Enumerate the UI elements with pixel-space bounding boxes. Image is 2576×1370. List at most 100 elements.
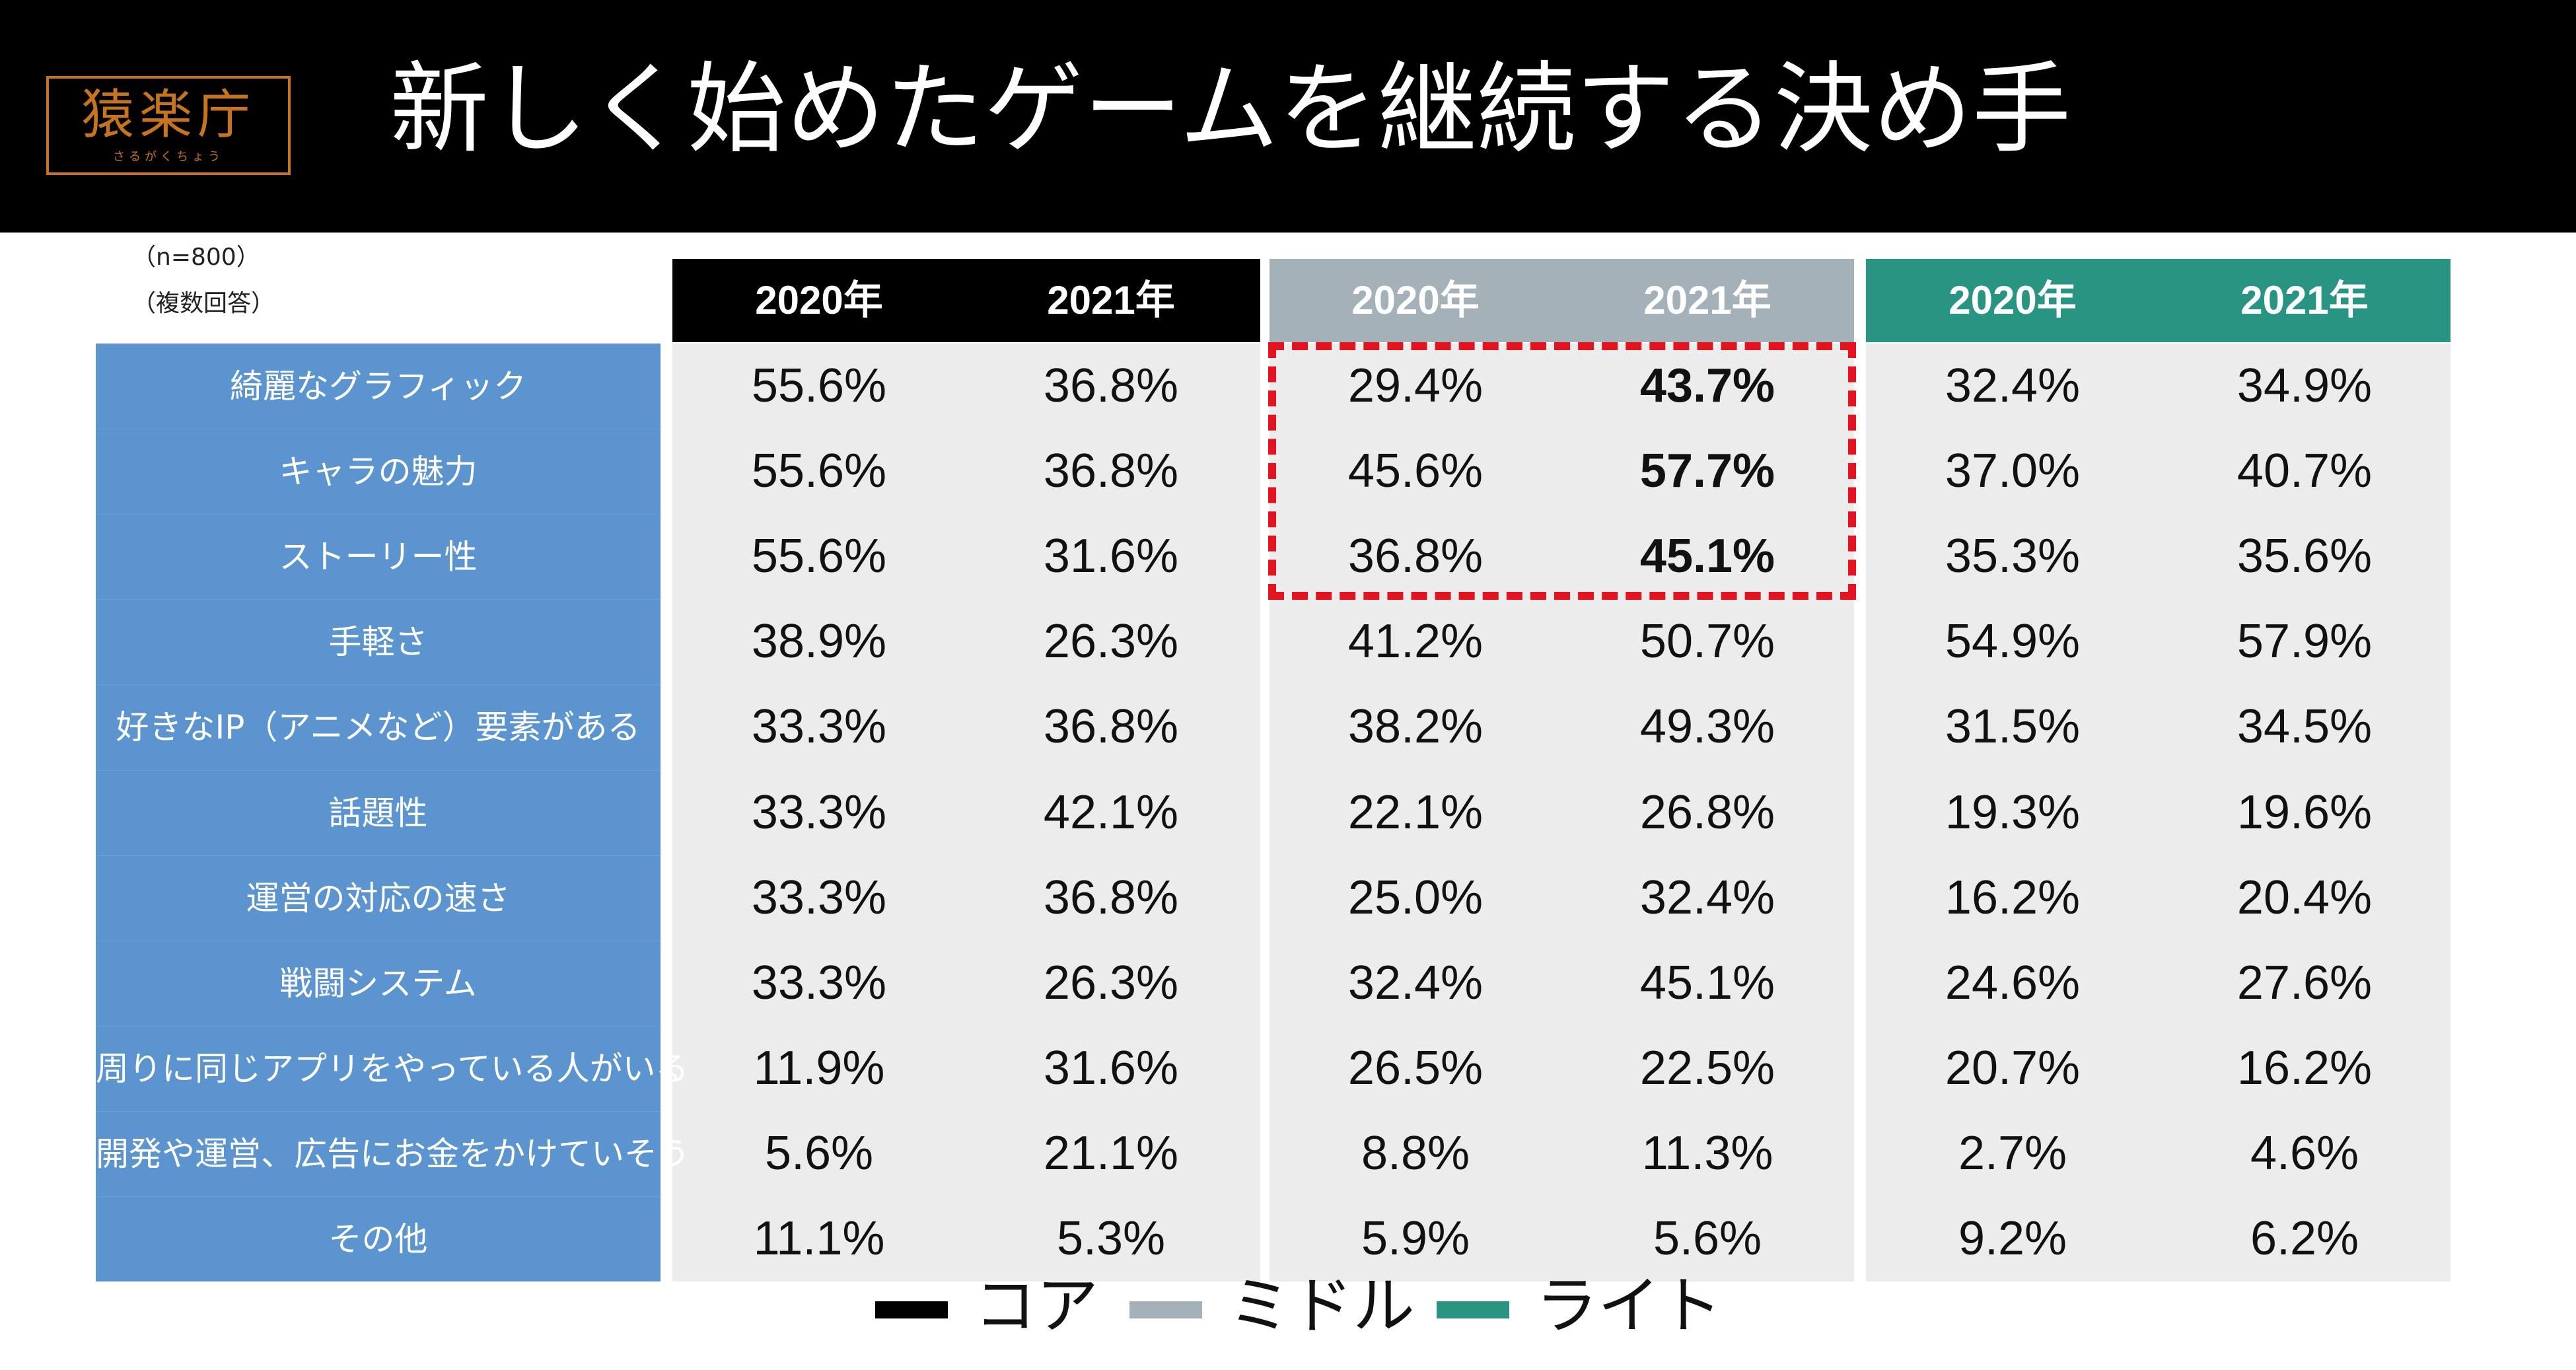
data-cell: 55.6% <box>751 445 887 497</box>
data-cell: 22.5% <box>1639 1042 1775 1095</box>
legend-swatch <box>1437 1301 1509 1318</box>
legend-swatch <box>875 1301 948 1318</box>
data-cell: 11.9% <box>753 1042 885 1095</box>
row-label: 好きなIP（アニメなど）要素がある <box>96 684 661 770</box>
data-cell: 36.8% <box>1347 530 1484 583</box>
sample-size-note: （n=800） <box>132 244 260 271</box>
data-cell: 34.9% <box>2236 359 2373 412</box>
data-cell: 26.8% <box>1639 786 1775 839</box>
data-cell: 36.8% <box>1043 871 1179 924</box>
legend-label: ライト <box>1536 1270 1723 1342</box>
data-cell: 9.2% <box>1958 1212 2067 1265</box>
data-cell: 8.8% <box>1361 1127 1470 1180</box>
data-cell: 20.4% <box>2236 871 2373 924</box>
data-cell: 4.6% <box>2250 1127 2359 1180</box>
row-label-column <box>96 343 661 1281</box>
data-cell: 16.2% <box>2236 1042 2373 1095</box>
data-cell: 54.9% <box>1945 615 2081 668</box>
data-cell: 35.6% <box>2236 530 2373 583</box>
row-label: 周りに同じアプリをやっている人がいる <box>96 1026 689 1111</box>
logo-text: 猿楽庁 <box>81 84 256 145</box>
legend-label: コア <box>974 1270 1099 1342</box>
data-cell: 22.1% <box>1347 786 1484 839</box>
data-cell: 5.9% <box>1361 1212 1470 1265</box>
middle-group-header: 2020年 2021年 <box>1270 259 1854 342</box>
data-cell: 25.0% <box>1347 871 1484 924</box>
core-year-header: 2020年 <box>755 278 883 322</box>
data-cell: 33.3% <box>751 700 887 753</box>
row-label: 戦闘システム <box>96 941 661 1026</box>
data-cell: 38.9% <box>751 615 887 668</box>
data-cell: 32.4% <box>1945 359 2081 412</box>
data-cell: 29.4% <box>1347 359 1484 412</box>
data-cell: 5.6% <box>764 1127 874 1180</box>
light-column-background <box>1866 343 2451 1281</box>
data-cell: 36.8% <box>1043 359 1179 412</box>
data-cell: 19.3% <box>1945 786 2081 839</box>
data-cell: 36.8% <box>1043 700 1179 753</box>
multiple-answer-note: （複数回答） <box>132 290 275 317</box>
core-group-header: 2020年 2021年 <box>672 259 1260 342</box>
data-cell: 38.2% <box>1347 700 1484 753</box>
data-cell: 45.1% <box>1639 530 1775 583</box>
data-cell: 32.4% <box>1639 871 1775 924</box>
page-title: 新しく始めたゲームを継続する決め手 <box>390 52 2071 167</box>
data-cell: 36.8% <box>1043 445 1179 497</box>
data-cell: 45.1% <box>1639 956 1775 1009</box>
data-cell: 2.7% <box>1958 1127 2067 1180</box>
data-cell: 41.2% <box>1347 615 1484 668</box>
data-cell: 40.7% <box>2236 445 2373 497</box>
data-cell: 55.6% <box>751 359 887 412</box>
data-cell: 43.7% <box>1639 359 1775 412</box>
middle-column-background <box>1270 343 1854 1281</box>
row-label: 綺麗なグラフィック <box>96 343 661 429</box>
data-cell: 33.3% <box>751 786 887 839</box>
middle-highlight-box <box>1268 342 1856 600</box>
data-cell: 57.9% <box>2236 615 2373 668</box>
data-cell: 5.6% <box>1653 1212 1762 1265</box>
data-cell: 11.3% <box>1641 1127 1773 1180</box>
row-label: 運営の対応の速さ <box>96 855 661 941</box>
data-cell: 32.4% <box>1347 956 1484 1009</box>
data-cell: 19.6% <box>2236 786 2373 839</box>
data-cell: 57.7% <box>1639 445 1775 497</box>
data-cell: 42.1% <box>1043 786 1179 839</box>
light-year-header: 2020年 <box>1949 278 2077 322</box>
data-cell: 26.5% <box>1347 1042 1484 1095</box>
legend: コア ミドル ライト <box>0 1267 2576 1346</box>
middle-year-header: 2021年 <box>1643 278 1771 322</box>
data-cell: 55.6% <box>751 530 887 583</box>
core-year-header: 2021年 <box>1047 278 1175 322</box>
data-cell: 37.0% <box>1945 445 2081 497</box>
data-cell: 6.2% <box>2250 1212 2359 1265</box>
data-cell: 35.3% <box>1945 530 2081 583</box>
data-cell: 33.3% <box>751 871 887 924</box>
data-cell: 31.6% <box>1043 530 1179 583</box>
row-label: 手軽さ <box>96 599 661 684</box>
data-cell: 45.6% <box>1347 445 1484 497</box>
row-label: 開発や運営、広告にお金をかけていそう <box>96 1111 690 1196</box>
legend-label: ミドル <box>1229 1270 1415 1342</box>
data-cell: 31.6% <box>1043 1042 1179 1095</box>
data-cell: 34.5% <box>2236 700 2373 753</box>
data-cell: 26.3% <box>1043 615 1179 668</box>
row-label: 話題性 <box>96 770 661 855</box>
data-cell: 5.3% <box>1056 1212 1166 1265</box>
data-cell: 20.7% <box>1945 1042 2081 1095</box>
middle-year-header: 2020年 <box>1351 278 1480 322</box>
light-group-header: 2020年 2021年 <box>1866 259 2451 342</box>
logo-subtext: さるがくちょう <box>113 150 224 164</box>
light-year-header: 2021年 <box>2240 278 2369 322</box>
brand-logo: 猿楽庁 さるがくちょう <box>46 76 291 175</box>
core-column-background <box>672 343 1260 1281</box>
row-label: キャラの魅力 <box>96 429 661 514</box>
data-cell: 24.6% <box>1945 956 2081 1009</box>
data-cell: 50.7% <box>1639 615 1775 668</box>
header-bar: 猿楽庁 さるがくちょう 新しく始めたゲームを継続する決め手 <box>0 0 2576 233</box>
data-cell: 33.3% <box>751 956 887 1009</box>
data-cell: 11.1% <box>753 1212 885 1265</box>
data-cell: 27.6% <box>2236 956 2373 1009</box>
data-cell: 16.2% <box>1945 871 2081 924</box>
data-cell: 49.3% <box>1639 700 1775 753</box>
data-cell: 26.3% <box>1043 956 1179 1009</box>
